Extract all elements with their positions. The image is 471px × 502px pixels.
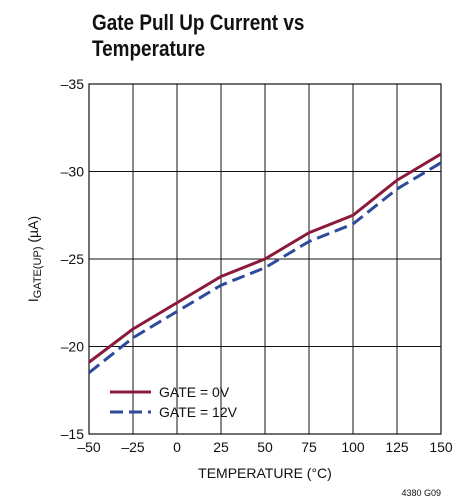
x-tick-label: 100	[341, 439, 365, 455]
y-axis-label-sub: GATE(UP)	[32, 246, 44, 298]
legend-label: GATE = 0V	[159, 384, 230, 400]
y-tick-label: –35	[61, 76, 85, 92]
y-tick-label: –25	[61, 251, 85, 267]
x-tick-label: 150	[429, 439, 453, 455]
x-tick-label: 75	[301, 439, 317, 455]
plot-frame	[88, 83, 442, 435]
x-axis-label: TEMPERATURE (°C)	[198, 465, 332, 481]
y-tick-label: –20	[61, 339, 85, 355]
y-tick-label: –15	[61, 426, 85, 442]
y-tick-labels: –35 –30 –25 –20 –15	[61, 76, 85, 442]
data-series	[88, 152, 442, 374]
x-tick-label: –50	[77, 439, 101, 455]
figure-code: 4380 G09	[401, 488, 441, 498]
legend: GATE = 0V GATE = 12V	[110, 384, 238, 420]
series-gate-12v-line	[88, 161, 442, 374]
legend-label: GATE = 12V	[159, 404, 238, 420]
x-tick-labels: –50 –25 0 25 50 75 100 125 150	[77, 439, 453, 455]
series-gate-0v-line	[88, 152, 442, 364]
x-tick-label: 25	[213, 439, 229, 455]
chart-title-line-2: Temperature	[92, 36, 206, 61]
x-tick-label: –25	[121, 439, 145, 455]
y-axis-label-rest: (µA)	[25, 216, 41, 247]
grid-lines	[89, 84, 441, 434]
x-tick-label: 0	[173, 439, 181, 455]
y-axis-label: IGATE(UP) (µA)	[25, 216, 44, 302]
y-axis-label-main: I	[25, 298, 41, 302]
x-tick-label: 125	[385, 439, 409, 455]
x-tick-label: 50	[257, 439, 273, 455]
y-tick-label: –30	[61, 164, 85, 180]
chart-title-line-1: Gate Pull Up Current vs	[92, 10, 305, 35]
chart-title: Gate Pull Up Current vs Temperature	[92, 10, 402, 62]
